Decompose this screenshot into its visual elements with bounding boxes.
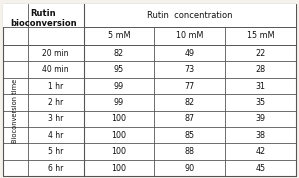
Text: 45: 45 <box>256 164 266 172</box>
Text: 85: 85 <box>185 131 195 140</box>
Text: 31: 31 <box>256 82 266 90</box>
Text: Bioconversion time: Bioconversion time <box>13 78 19 143</box>
Text: 99: 99 <box>114 82 124 90</box>
Text: Rutin: Rutin <box>30 9 56 18</box>
Text: 82: 82 <box>114 49 124 58</box>
Text: 100: 100 <box>112 164 126 172</box>
Text: 35: 35 <box>256 98 266 107</box>
Text: 82: 82 <box>185 98 195 107</box>
Text: 15 mM: 15 mM <box>247 32 274 40</box>
Text: bioconversion: bioconversion <box>10 19 77 28</box>
Text: 42: 42 <box>256 147 266 156</box>
Text: 28: 28 <box>256 65 266 74</box>
Text: 3 hr: 3 hr <box>48 114 63 123</box>
Text: 100: 100 <box>112 147 126 156</box>
Text: 88: 88 <box>185 147 195 156</box>
Bar <box>84 27 296 45</box>
Text: 77: 77 <box>185 82 195 90</box>
Text: 39: 39 <box>256 114 266 123</box>
Bar <box>84 4 296 27</box>
Text: 90: 90 <box>185 164 195 172</box>
Text: 99: 99 <box>114 98 124 107</box>
Text: 95: 95 <box>114 65 124 74</box>
Text: 5 hr: 5 hr <box>48 147 63 156</box>
Text: 73: 73 <box>185 65 195 74</box>
Text: 1 hr: 1 hr <box>48 82 63 90</box>
Text: 10 mM: 10 mM <box>176 32 204 40</box>
Text: 20 min: 20 min <box>42 49 69 58</box>
Text: 4 hr: 4 hr <box>48 131 63 140</box>
Text: 100: 100 <box>112 131 126 140</box>
Text: Rutin  concentration: Rutin concentration <box>147 11 233 20</box>
Text: 49: 49 <box>185 49 195 58</box>
Bar <box>3 4 83 27</box>
Text: 6 hr: 6 hr <box>48 164 63 172</box>
Text: 2 hr: 2 hr <box>48 98 63 107</box>
Text: 100: 100 <box>112 114 126 123</box>
Text: 40 min: 40 min <box>42 65 69 74</box>
Text: 87: 87 <box>185 114 195 123</box>
Text: 5 mM: 5 mM <box>108 32 130 40</box>
Text: 38: 38 <box>256 131 266 140</box>
Text: 22: 22 <box>255 49 266 58</box>
